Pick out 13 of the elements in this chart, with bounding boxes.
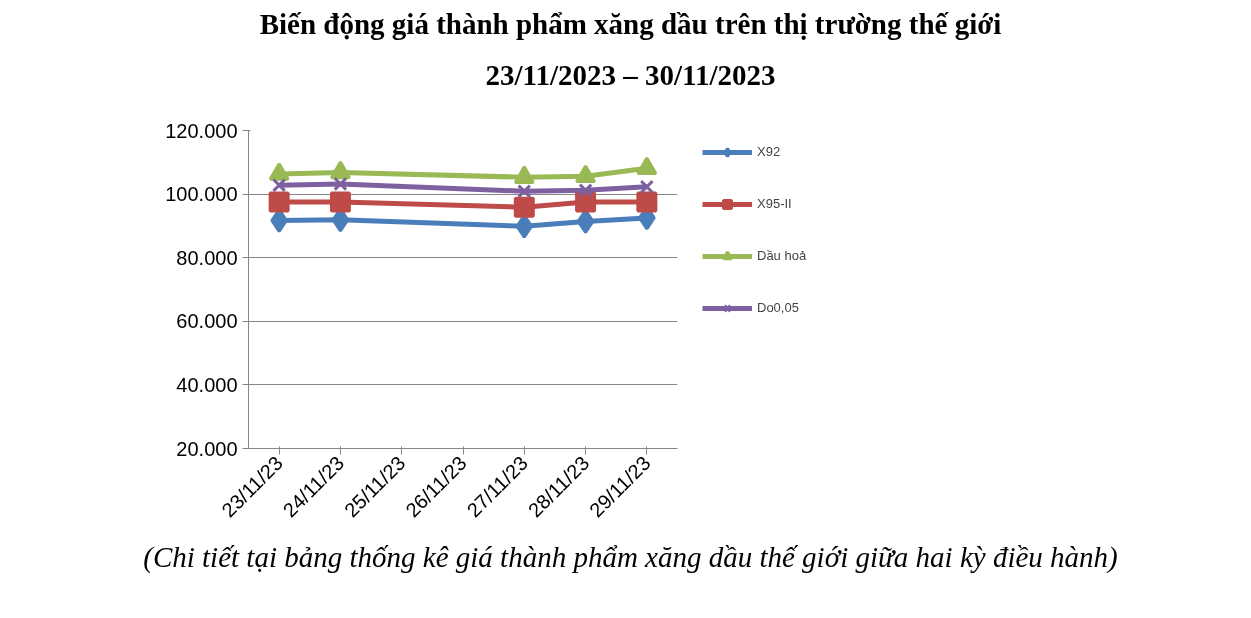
y-tick-label: 60.000 bbox=[176, 310, 238, 333]
legend-label: Dầu hoả bbox=[757, 248, 807, 264]
legend-label: Do0,05 bbox=[757, 300, 799, 316]
y-tick-label: 100.000 bbox=[165, 182, 238, 205]
text: (Chi tiết tại bảng thống kê giá thành phẩm xăng dầu thế giới giữa hai kỳ điều hành) bbox=[143, 539, 1118, 575]
y-tick-label: 40.000 bbox=[176, 373, 238, 396]
chart-title: Biến động giá thành phẩm xăng dầu trên thị trường thế giới bbox=[259, 7, 1002, 42]
y-tick-label: 80.000 bbox=[176, 246, 238, 269]
y-tick-label: 20.000 bbox=[176, 437, 238, 460]
legend-label: X95-II bbox=[757, 196, 792, 212]
chart-subtitle: 23/11/2023 – 30/11/2023 bbox=[485, 58, 776, 94]
y-tick-label: 120.000 bbox=[165, 119, 238, 142]
legend-label: X92 bbox=[757, 144, 781, 160]
